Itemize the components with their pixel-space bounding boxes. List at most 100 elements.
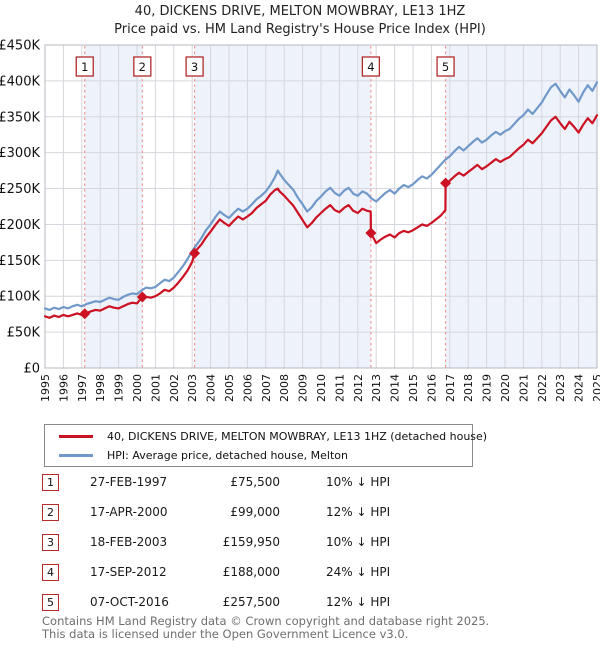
x-axis-tick-label: 2023 xyxy=(554,374,567,402)
y-axis-tick-label: £450K xyxy=(0,39,40,54)
sale-number-box-label: 4 xyxy=(367,60,374,74)
x-axis-tick-label: 2014 xyxy=(389,374,402,402)
ownership-band xyxy=(194,45,371,368)
x-axis-tick-label: 2020 xyxy=(499,374,512,402)
y-axis-tick-label: £150K xyxy=(0,254,40,269)
y-axis-tick-label: £350K xyxy=(0,110,40,125)
x-axis-tick-label: 1998 xyxy=(94,374,107,402)
y-axis-tick-label: £100K xyxy=(0,290,40,305)
sale-marker xyxy=(79,308,91,320)
x-axis-tick-label: 2019 xyxy=(481,374,494,402)
sale-number-box-label: 2 xyxy=(139,60,146,74)
sale-number-box-label: 1 xyxy=(81,60,88,74)
x-axis-tick-label: 2002 xyxy=(168,374,181,402)
sale-price: £75,500 xyxy=(230,475,280,489)
footer-line-1: Contains HM Land Registry data © Crown c… xyxy=(42,614,490,628)
x-axis-tick-label: 2018 xyxy=(462,374,475,402)
x-axis-tick-label: 2017 xyxy=(444,374,457,402)
hpi-line-swatch xyxy=(59,453,93,457)
x-axis-tick-label: 1999 xyxy=(113,374,126,402)
sale-number-box-label: 5 xyxy=(442,60,449,74)
x-axis-tick-label: 2010 xyxy=(315,374,328,402)
x-axis-tick-label: 2000 xyxy=(131,374,144,402)
x-axis-tick-label: 2006 xyxy=(241,374,254,402)
x-axis-tick-label: 2001 xyxy=(149,374,162,402)
y-axis-tick-label: £250K xyxy=(0,182,40,197)
sale-row-1: 1 27-FEB-1997 £75,500 10% ↓ HPI xyxy=(42,473,390,491)
legend-label: 40, DICKENS DRIVE, MELTON MOWBRAY, LE13 … xyxy=(107,429,488,443)
sale-row-2: 2 17-APR-2000 £99,000 12% ↓ HPI xyxy=(42,503,390,521)
sale-number-box xyxy=(185,56,204,77)
y-axis-tick-label: £50K xyxy=(7,326,41,341)
chart-legend: 40, DICKENS DRIVE, MELTON MOWBRAY, LE13 … xyxy=(44,424,487,467)
y-axis-tick-label: £200K xyxy=(0,218,40,233)
sale-number-badge: 4 xyxy=(42,563,59,581)
sale-row-3: 3 18-FEB-2003 £159,950 10% ↓ HPI xyxy=(42,533,390,551)
y-axis-tick-label: £400K xyxy=(0,74,40,89)
x-axis-tick-label: 2007 xyxy=(260,374,273,402)
x-axis-tick-label: 2011 xyxy=(333,374,346,402)
y-axis-tick-label: £300K xyxy=(0,146,40,161)
page-subtitle: Price paid vs. HM Land Registry's House … xyxy=(114,22,486,37)
x-axis-tick-label: 2008 xyxy=(278,374,291,402)
sale-number-badge: 5 xyxy=(42,593,59,611)
sale-hpi-delta: 24% ↓ HPI xyxy=(326,565,391,579)
x-axis-tick-label: 1997 xyxy=(76,374,89,402)
x-axis-tick-label: 1996 xyxy=(57,374,70,402)
legend-item-hpi: HPI: Average price, detached house, Melt… xyxy=(45,447,472,463)
sale-number-badge: 1 xyxy=(42,473,59,491)
sale-number-box xyxy=(436,56,455,77)
ownership-band xyxy=(84,45,143,368)
x-axis-tick-label: 2022 xyxy=(536,374,549,402)
x-axis-tick-label: 2003 xyxy=(186,374,199,402)
hpi-line xyxy=(43,81,599,311)
legend-label: HPI: Average price, detached house, Melt… xyxy=(107,448,348,462)
sale-price: £99,000 xyxy=(230,505,280,519)
sale-hpi-delta: 12% ↓ HPI xyxy=(326,505,391,519)
plot-border xyxy=(44,44,598,369)
ownership-band xyxy=(445,45,597,368)
price-line-swatch xyxy=(59,434,93,438)
sale-row-4: 4 17-SEP-2012 £188,000 24% ↓ HPI xyxy=(42,563,390,581)
x-axis-tick-label: 2005 xyxy=(223,374,236,402)
sale-date: 18-FEB-2003 xyxy=(90,535,168,549)
chart-header: 40, DICKENS DRIVE, MELTON MOWBRAY, LE13 … xyxy=(0,3,600,39)
sale-date: 27-FEB-1997 xyxy=(90,475,168,489)
x-axis-tick-label: 2009 xyxy=(297,374,310,402)
sale-row-5: 5 07-OCT-2016 £257,500 12% ↓ HPI xyxy=(42,593,390,611)
page-title: 40, DICKENS DRIVE, MELTON MOWBRAY, LE13 … xyxy=(134,4,466,19)
legend-item-price-paid: 40, DICKENS DRIVE, MELTON MOWBRAY, LE13 … xyxy=(45,428,487,444)
sale-number-box xyxy=(361,56,381,77)
sale-hpi-delta: 10% ↓ HPI xyxy=(326,535,391,549)
sale-date: 17-SEP-2012 xyxy=(90,565,167,579)
sale-hpi-delta: 10% ↓ HPI xyxy=(326,475,391,489)
sale-marker xyxy=(440,177,452,189)
x-axis-tick-label: 2021 xyxy=(517,374,530,402)
sale-hpi-delta: 12% ↓ HPI xyxy=(326,595,391,609)
license-footer: Contains HM Land Registry data © Crown c… xyxy=(42,615,489,640)
x-axis-tick-label: 2024 xyxy=(573,374,586,402)
sale-number-badge: 2 xyxy=(42,503,59,521)
x-axis-tick-label: 2004 xyxy=(205,374,218,402)
sale-price: £188,000 xyxy=(222,565,280,579)
sale-number-box-label: 3 xyxy=(191,60,198,74)
y-axis-tick-label: £0 xyxy=(23,362,40,377)
sale-date: 07-OCT-2016 xyxy=(90,595,169,609)
x-axis-tick-label: 2012 xyxy=(352,374,365,402)
sale-marker xyxy=(136,291,148,303)
sale-number-badge: 3 xyxy=(42,533,59,551)
sale-number-box xyxy=(75,56,94,77)
x-axis-tick-label: 2025 xyxy=(591,374,600,402)
footer-line-2: This data is licensed under the Open Gov… xyxy=(42,626,409,641)
x-axis-tick-label: 2016 xyxy=(425,374,438,402)
x-axis-tick-label: 1995 xyxy=(39,374,52,402)
sale-price: £257,500 xyxy=(222,595,280,609)
sale-date: 17-APR-2000 xyxy=(90,505,168,519)
x-axis-tick-label: 2013 xyxy=(370,374,383,402)
sale-marker xyxy=(365,227,377,239)
sale-number-box xyxy=(133,56,152,77)
x-axis-tick-label: 2015 xyxy=(407,374,420,402)
sale-marker xyxy=(189,247,201,259)
